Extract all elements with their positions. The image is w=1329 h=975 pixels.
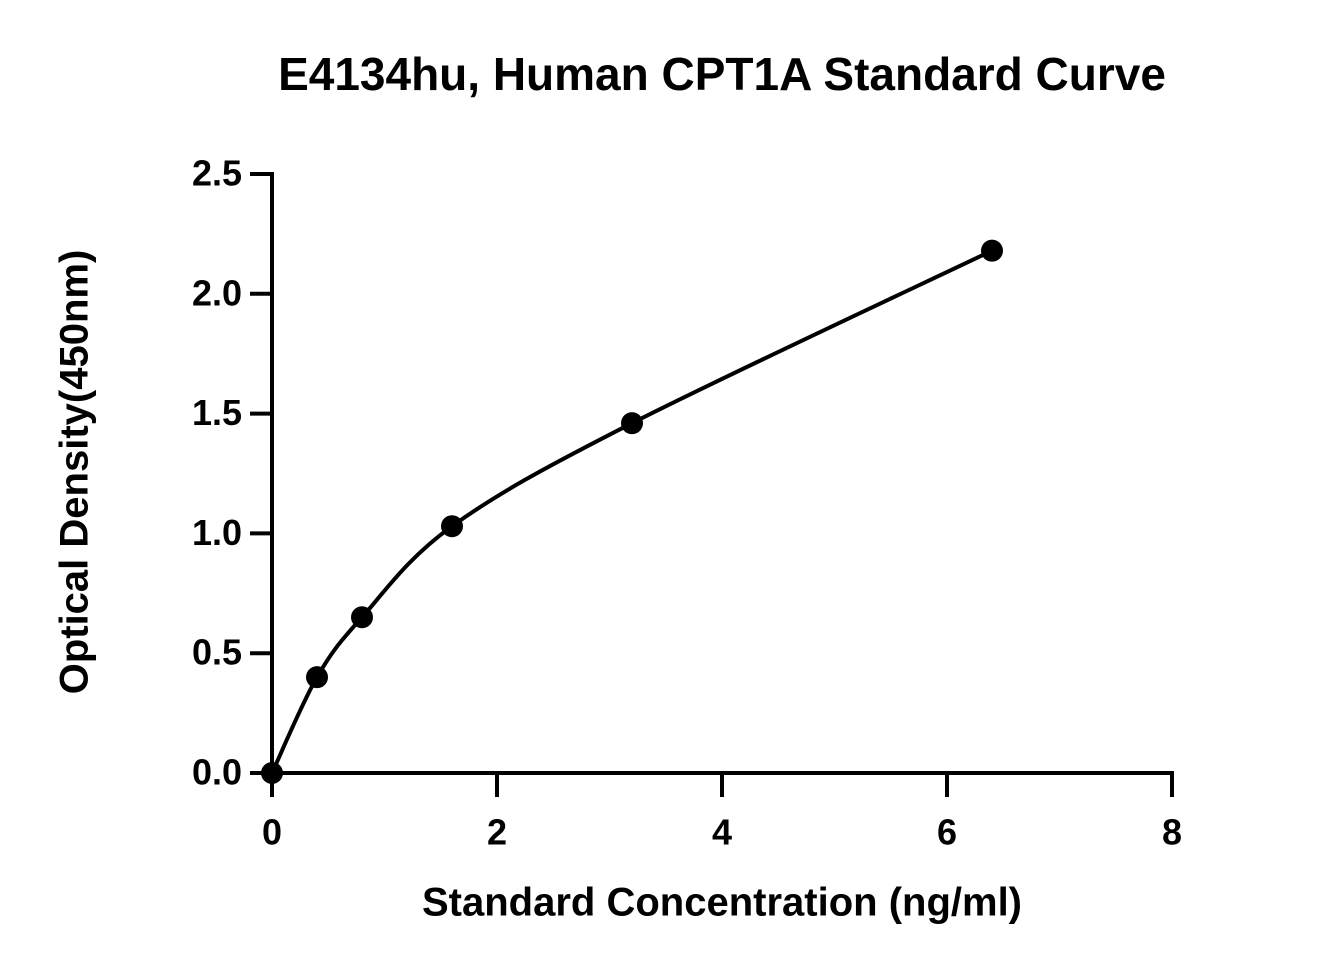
y-tick-label: 0.0 — [192, 752, 242, 793]
x-tick-label: 4 — [712, 812, 732, 853]
x-tick-label: 6 — [937, 812, 957, 853]
y-tick-label: 1.0 — [192, 512, 242, 553]
y-tick-label: 2.5 — [192, 153, 242, 194]
data-point — [981, 239, 1003, 262]
x-tick-label: 8 — [1162, 812, 1182, 853]
y-tick-label: 2.0 — [192, 272, 242, 313]
x-tick-label: 2 — [487, 812, 507, 853]
data-point — [441, 515, 463, 538]
fit-curve — [270, 248, 993, 774]
y-tick-label: 0.5 — [192, 632, 242, 673]
data-point — [306, 666, 328, 689]
data-point — [351, 606, 373, 629]
data-point — [621, 412, 643, 435]
data-point — [261, 762, 283, 784]
y-tick-label: 1.5 — [192, 392, 242, 433]
x-axis-label: Standard Concentration (ng/ml) — [422, 881, 1022, 925]
y-axis-label: Optical Density(450nm) — [53, 250, 97, 695]
x-tick-label: 0 — [262, 812, 282, 853]
chart-title: E4134hu, Human CPT1A Standard Curve — [278, 48, 1166, 100]
